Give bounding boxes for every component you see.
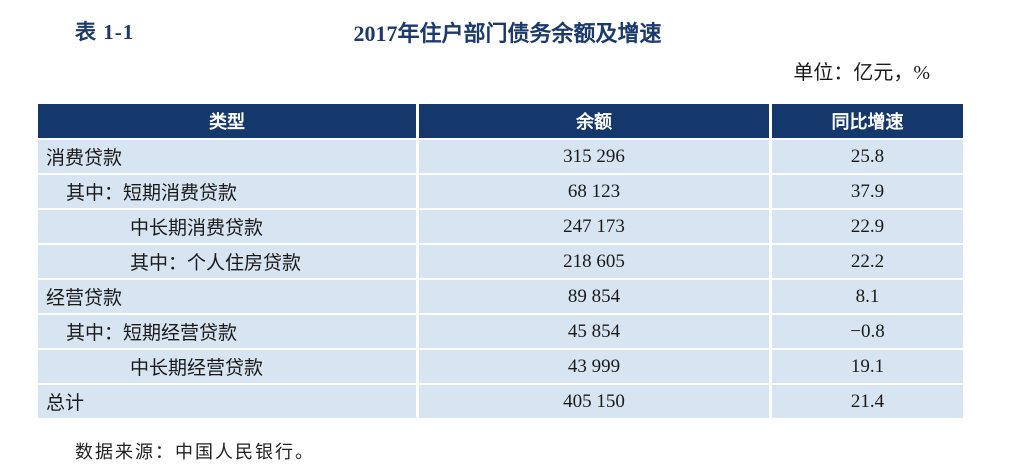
table-row: 消费贷款 315 296 25.8 [38, 140, 963, 173]
table-row: 其中：个人住房贷款 218 605 22.2 [38, 245, 963, 278]
type-cell: 中长期消费贷款 [38, 210, 416, 243]
growth-cell: 25.8 [772, 140, 963, 173]
balance-cell: 45 854 [419, 315, 769, 348]
balance-value: 45 854 [567, 320, 621, 342]
growth-cell: 8.1 [772, 280, 963, 313]
growth-cell: 21.4 [772, 385, 963, 418]
balance-cell: 89 854 [419, 280, 769, 313]
balance-value: 247 173 [563, 215, 625, 237]
balance-value: 405 150 [563, 390, 625, 412]
growth-value: −0.8 [850, 320, 885, 342]
balance-value: 68 123 [567, 180, 621, 202]
type-cell: 中长期经营贷款 [38, 350, 416, 383]
type-cell: 其中：短期经营贷款 [38, 315, 416, 348]
type-label: 中长期经营贷款 [130, 358, 264, 379]
balance-value: 315 296 [563, 145, 625, 167]
table-caption-label: 表 1-1 [75, 20, 135, 44]
header-cell-growth: 同比增速 [772, 104, 963, 138]
type-label: 经营贷款 [46, 288, 123, 309]
type-cell: 总计 [38, 385, 416, 418]
table-row: 其中：短期经营贷款 45 854 −0.8 [38, 315, 963, 348]
header-cell-balance: 余额 [419, 104, 769, 138]
growth-value: 21.4 [850, 390, 885, 412]
table-row: 经营贷款 89 854 8.1 [38, 280, 963, 313]
balance-cell: 247 173 [419, 210, 769, 243]
balance-value: 43 999 [567, 355, 621, 377]
data-source-note: 数据来源：中国人民银行。 [75, 442, 315, 462]
growth-value: 25.8 [850, 145, 885, 167]
type-cell: 其中：短期消费贷款 [38, 175, 416, 208]
type-label: 其中：短期经营贷款 [66, 323, 238, 344]
unit-label: 单位：亿元，% [793, 62, 930, 84]
type-cell: 消费贷款 [38, 140, 416, 173]
balance-cell: 43 999 [419, 350, 769, 383]
balance-cell: 405 150 [419, 385, 769, 418]
balance-cell: 218 605 [419, 245, 769, 278]
table-body: 消费贷款 315 296 25.8 其中：短期消费贷款 68 123 37.9 … [38, 140, 963, 418]
growth-cell: 22.2 [772, 245, 963, 278]
type-cell: 其中：个人住房贷款 [38, 245, 416, 278]
table-row: 其中：短期消费贷款 68 123 37.9 [38, 175, 963, 208]
balance-cell: 68 123 [419, 175, 769, 208]
growth-value: 19.1 [850, 355, 885, 377]
balance-value: 218 605 [563, 250, 625, 272]
table-title: 2017年住户部门债务余额及增速 [353, 21, 662, 46]
balance-value: 89 854 [567, 285, 621, 307]
growth-value: 37.9 [850, 180, 885, 202]
type-label: 消费贷款 [46, 148, 123, 169]
balance-cell: 315 296 [419, 140, 769, 173]
type-label: 其中：个人住房贷款 [130, 253, 302, 274]
growth-cell: −0.8 [772, 315, 963, 348]
growth-cell: 19.1 [772, 350, 963, 383]
growth-value: 22.2 [850, 250, 885, 272]
type-label: 总计 [46, 393, 85, 414]
header-cell-type: 类型 [38, 104, 416, 138]
type-cell: 经营贷款 [38, 280, 416, 313]
table-row: 中长期经营贷款 43 999 19.1 [38, 350, 963, 383]
type-label: 中长期消费贷款 [130, 218, 264, 239]
table-row: 中长期消费贷款 247 173 22.9 [38, 210, 963, 243]
debt-table: 类型 余额 同比增速 消费贷款 315 296 25.8 其中：短期消费贷款 6… [38, 104, 963, 418]
growth-value: 22.9 [850, 215, 885, 237]
growth-cell: 37.9 [772, 175, 963, 208]
type-label: 其中：短期消费贷款 [66, 183, 238, 204]
growth-value: 8.1 [855, 285, 880, 307]
table-row: 总计 405 150 21.4 [38, 385, 963, 418]
growth-cell: 22.9 [772, 210, 963, 243]
table-header-row: 类型 余额 同比增速 [38, 104, 963, 138]
